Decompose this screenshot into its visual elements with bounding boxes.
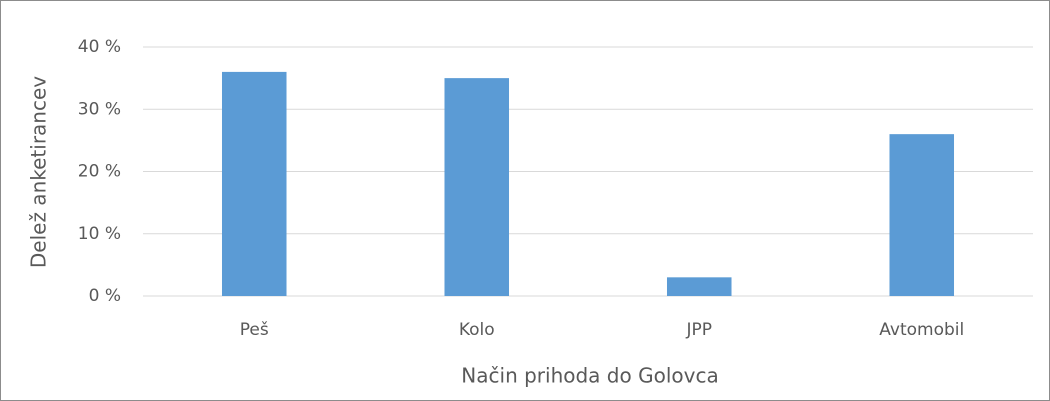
bar [889, 134, 955, 296]
y-tick-label: 10 % [78, 224, 121, 244]
bar [221, 71, 287, 297]
bar [666, 277, 732, 296]
y-tick-label: 30 % [78, 99, 121, 119]
y-tick-label: 20 % [78, 162, 121, 182]
x-tick-label: Peš [240, 320, 269, 340]
y-tick-label: 40 % [78, 37, 121, 57]
x-tick-label: Avtomobil [879, 320, 964, 340]
bar [444, 78, 510, 296]
x-tick-label: Kolo [459, 320, 495, 340]
x-tick-label: JPP [685, 320, 712, 340]
y-axis-title: Delež anketirancev [27, 76, 51, 268]
x-axis-title: Način prihoda do Golovca [461, 364, 718, 388]
y-tick-label: 0 % [89, 286, 121, 306]
